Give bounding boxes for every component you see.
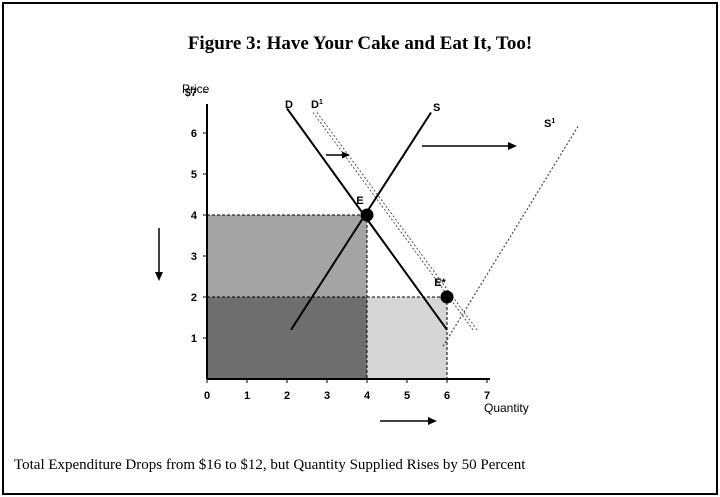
x-tick-label-0: 0 <box>204 390 210 402</box>
point-label-Estar: E* <box>434 277 446 289</box>
point-E <box>360 208 374 222</box>
curve-S <box>290 111 432 331</box>
label-S: S <box>433 102 440 114</box>
shaded-region-1 <box>207 297 367 379</box>
curve-S1 <box>442 124 580 347</box>
label-D1: D1 <box>311 99 323 111</box>
y-tick-label-2: 2 <box>191 292 197 304</box>
chart-title: Figure 3: Have Your Cake and Eat It, Too… <box>187 33 533 54</box>
y-tick-label-3: 3 <box>191 251 197 263</box>
y-tick-label-4: 4 <box>191 210 198 222</box>
label-S1: S1 <box>544 118 555 130</box>
x-tick-label-3: 3 <box>324 390 330 402</box>
y-axis-title: Price <box>182 82 210 96</box>
x-tick-label-7: 7 <box>484 390 490 402</box>
y-tick-label-6: 6 <box>191 128 197 140</box>
expenditure-regions <box>207 215 447 379</box>
shift-arrow-supply <box>422 142 517 150</box>
label-D: D <box>285 99 293 111</box>
price-down-arrow <box>155 228 163 281</box>
x-tick-label-6: 6 <box>444 390 450 402</box>
equilibrium-points: E E* <box>356 195 454 304</box>
x-tick-label-5: 5 <box>404 390 410 402</box>
shift-arrow-demand <box>326 151 350 159</box>
shaded-region-2 <box>367 297 447 379</box>
x-tick-label-4: 4 <box>364 390 371 402</box>
guide-lines <box>207 214 448 379</box>
y-tick-label-1: 1 <box>191 333 197 345</box>
shaded-region-0 <box>207 215 367 297</box>
x-tick-label-1: 1 <box>244 390 250 402</box>
x-tick-label-2: 2 <box>284 390 290 402</box>
chart-caption: Total Expenditure Drops from $16 to $12,… <box>14 457 526 473</box>
axis-ticks: 0 1 2 3 4 5 6 7 1 2 3 4 5 6 $7 <box>185 87 490 402</box>
point-label-E: E <box>356 195 363 207</box>
point-Estar <box>440 290 454 304</box>
y-tick-label-7: $7 <box>185 87 197 99</box>
x-axis-title: Quantity <box>484 401 529 415</box>
y-tick-label-5: 5 <box>191 169 197 181</box>
quantity-right-arrow <box>380 417 437 425</box>
